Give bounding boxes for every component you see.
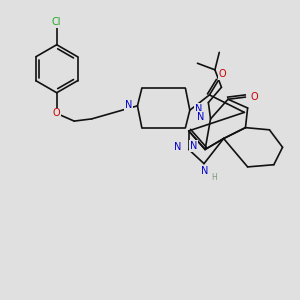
Text: O: O	[53, 109, 61, 118]
Text: N: N	[174, 142, 181, 152]
Text: N: N	[195, 104, 203, 114]
Text: O: O	[250, 92, 258, 102]
Text: N: N	[124, 100, 132, 110]
Text: H: H	[211, 173, 217, 182]
Text: O: O	[219, 69, 226, 79]
Text: N: N	[201, 166, 209, 176]
Text: N: N	[190, 141, 197, 151]
Text: Cl: Cl	[52, 17, 62, 27]
Text: N: N	[196, 112, 204, 122]
